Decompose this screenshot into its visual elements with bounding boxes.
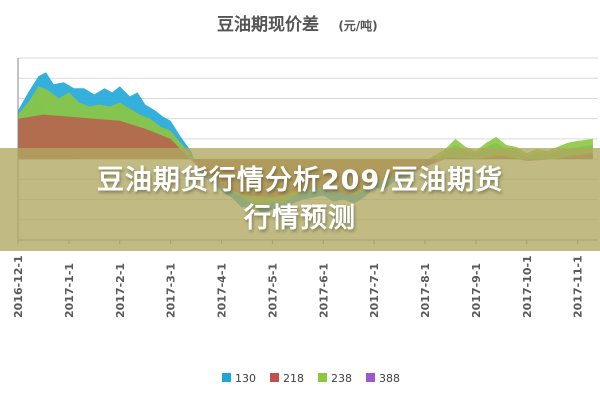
overlay-headline: 豆油期货行情分析209/豆油期货 行情预测 bbox=[96, 164, 504, 234]
x-tick-label: 2017-4-1 bbox=[216, 263, 229, 318]
x-tick-label: 2017-3-1 bbox=[165, 263, 178, 318]
legend: 130 218 238 388 bbox=[222, 372, 400, 385]
x-tick-label: 2017-10-1 bbox=[521, 255, 534, 318]
x-axis-ticks: 2016-12-1 2017-1-1 2017-2-1 2017-3-1 2017-4-… bbox=[12, 240, 585, 318]
x-tick-label: 2017-5-1 bbox=[266, 263, 279, 318]
legend-swatch bbox=[318, 373, 327, 382]
x-tick-label: 2017-9-1 bbox=[470, 263, 483, 318]
legend-label: 130 bbox=[235, 372, 256, 385]
overlay-banner: 豆油期货行情分析209/豆油期货 行情预测 bbox=[0, 148, 600, 251]
legend-label: 238 bbox=[331, 372, 352, 385]
x-tick-label: 2017-8-1 bbox=[419, 263, 432, 318]
legend-swatch bbox=[222, 373, 231, 382]
legend-swatch bbox=[366, 373, 375, 382]
legend-label: 388 bbox=[379, 372, 400, 385]
legend-swatch bbox=[270, 373, 279, 382]
legend-label: 218 bbox=[283, 372, 304, 385]
x-tick-label: 2017-6-1 bbox=[317, 263, 330, 318]
x-tick-label: 2017-7-1 bbox=[368, 263, 381, 318]
x-tick-label: 2016-12-1 bbox=[12, 255, 25, 318]
x-tick-label: 2017-2-1 bbox=[114, 263, 127, 318]
x-tick-label: 2017-11-1 bbox=[572, 255, 585, 318]
chart-title-unit: (元/吨) bbox=[338, 18, 377, 33]
x-tick-label: 2017-1-1 bbox=[63, 263, 76, 318]
chart-title: 豆油期现价差 bbox=[217, 14, 319, 35]
